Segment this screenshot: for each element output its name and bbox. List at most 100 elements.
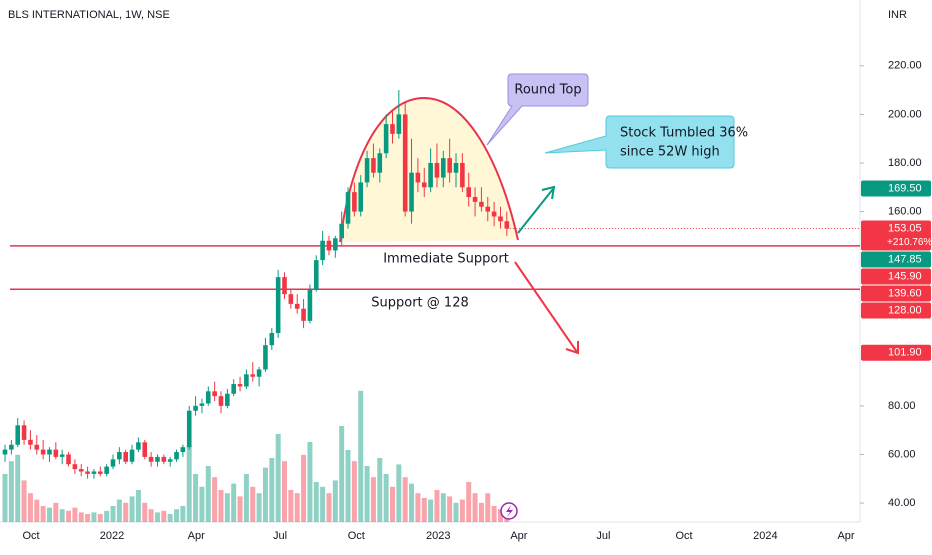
candle-body [47,449,52,455]
down-arrow [514,261,579,355]
volume-bar [180,506,186,522]
x-tick-label: Apr [837,530,854,542]
volume-bar [250,486,256,522]
volume-bar [370,477,376,522]
volume-bar [497,509,503,522]
candle-body [123,452,129,462]
volume-bar [72,507,78,522]
candle-body [256,369,262,377]
chart-title: BLS INTERNATIONAL, 1W, NSE [8,9,170,21]
volume-bar [402,477,408,522]
candle-body [313,260,319,290]
volume-bar [193,474,199,522]
price-tag-label: 145.90 [888,270,922,282]
volume-bar [123,502,129,522]
volume-bar [78,512,84,522]
y-tick-label: 80.00 [888,400,916,412]
candle-body [466,187,472,197]
volume-bar [154,512,160,522]
price-tag-label: 153.05 [888,222,922,234]
up-arrow [517,185,556,234]
volume-bar [66,510,72,522]
candle-body [218,396,224,406]
candle-body [339,223,344,239]
price-tag-label: 147.85 [888,253,922,265]
volume-bar [294,493,300,522]
volume-bar [174,509,180,522]
candle-body [53,449,59,457]
volume-bar [59,509,65,522]
volume-bar [275,434,281,522]
x-tick-label: 2023 [426,530,450,542]
candle-body [167,459,173,462]
y-tick-label: 40.00 [888,497,916,509]
volume-bar [186,445,192,522]
volume-bar [288,490,294,522]
candle-body [78,469,84,472]
price-tag-label: 101.90 [888,347,922,359]
price-tag-label: 128.00 [888,304,922,316]
volume-bar [485,493,491,522]
volume-bar [313,482,319,522]
round-top-label: Round Top [514,83,581,98]
volume-bar [434,490,440,522]
candle-body [91,471,97,474]
candle-body [377,153,383,173]
candle-body [66,454,71,465]
tumbled-callout [544,115,735,169]
volume-bar [421,498,427,522]
candle-body [244,374,249,387]
immediate-support-label: Immediate Support [383,252,509,267]
candle-body [110,459,116,467]
volume-bar [91,512,97,522]
volume-bar [135,490,141,522]
candle-body [307,289,313,321]
price-tag-label: 139.60 [888,287,922,299]
volume-bar [262,467,268,522]
candle-body [358,182,364,212]
candle-body [9,444,14,450]
volume-bar [256,493,262,522]
candles-layer [2,90,510,479]
candle-body [333,238,338,251]
alert-icon[interactable] [500,502,518,520]
volume-bar [97,514,103,522]
candle-body [345,192,351,224]
volume-bar [224,493,230,522]
candle-body [320,240,325,261]
volume-bar [27,493,33,522]
volume-bar [243,474,249,522]
currency: INR [888,9,907,21]
candle-body [72,464,78,470]
candle-body [364,158,370,183]
candle-body [301,308,306,321]
candle-body [491,211,497,217]
price-tag [861,251,931,268]
price-change-label: +210.76% [887,237,932,248]
candle-body [383,124,389,154]
volume-bar [21,480,27,522]
candle-body [193,405,198,411]
x-tick-label: Oct [675,530,692,542]
volume-bar [396,464,402,522]
price-tag [861,180,931,197]
volume-bar [85,514,91,522]
candle-body [129,449,135,462]
volume-bar [142,502,148,522]
candle-body [104,466,109,474]
candle-body [390,124,395,134]
volume-bar [15,454,21,522]
y-tick-label: 200.00 [888,108,922,120]
candle-body [441,158,446,178]
candle-body [352,192,357,212]
volume-bar [212,477,218,522]
candle-body [447,158,452,173]
candle-body [460,162,465,188]
x-tick-label: Oct [22,530,39,542]
candle-body [294,303,300,309]
x-tick-label: Jul [596,530,610,542]
y-tick-label: 160.00 [888,205,922,217]
support-label: Support @ 128 [371,296,468,311]
volume-bar [46,507,52,522]
